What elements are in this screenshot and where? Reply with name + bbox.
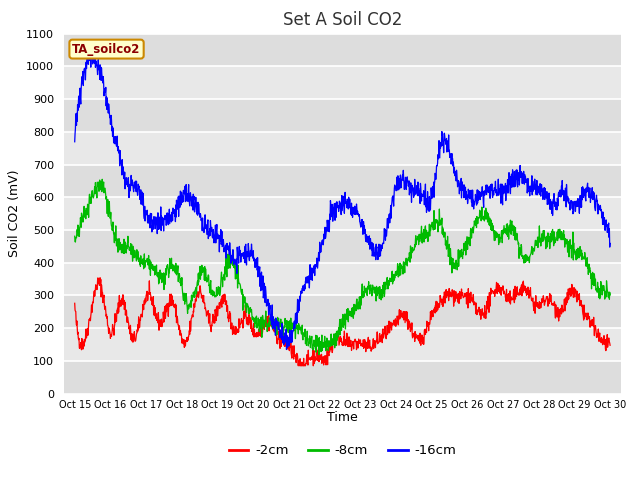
- Bar: [64, 230, 621, 263]
- Bar: [64, 34, 621, 66]
- Bar: [64, 165, 621, 197]
- Bar: [64, 295, 621, 328]
- Title: Set A Soil CO2: Set A Soil CO2: [283, 11, 402, 29]
- Bar: [64, 361, 621, 394]
- Legend: -2cm, -8cm, -16cm: -2cm, -8cm, -16cm: [223, 439, 461, 463]
- Text: TA_soilco2: TA_soilco2: [72, 43, 141, 56]
- Y-axis label: Soil CO2 (mV): Soil CO2 (mV): [8, 170, 20, 257]
- Bar: [64, 99, 621, 132]
- X-axis label: Time: Time: [327, 411, 358, 424]
